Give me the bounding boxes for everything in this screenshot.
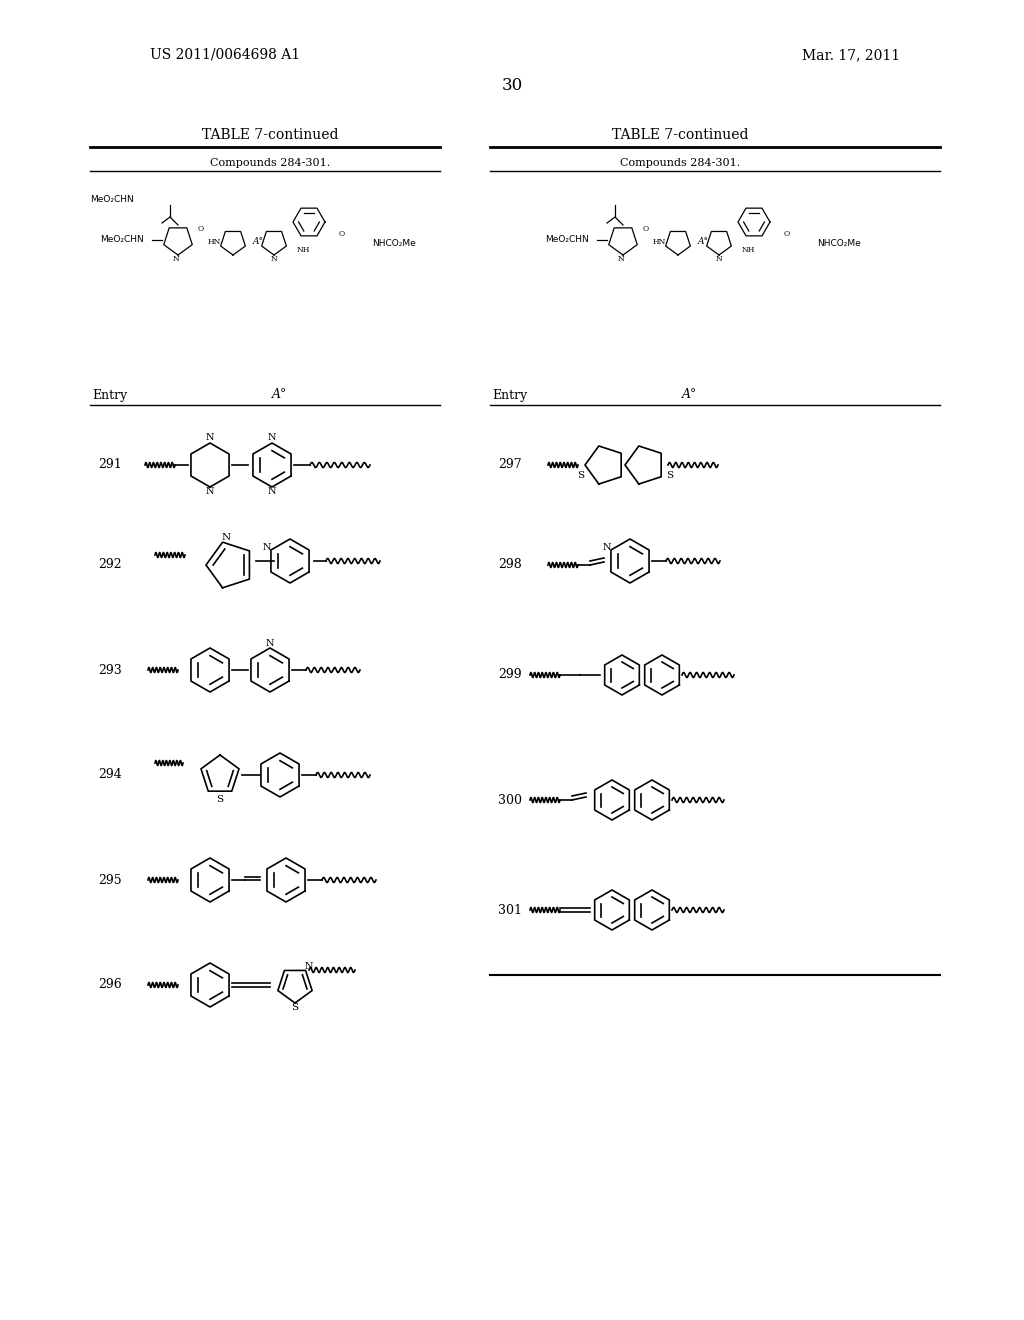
Text: Compounds 284-301.: Compounds 284-301. <box>210 158 330 168</box>
Text: 295: 295 <box>98 874 122 887</box>
Text: Entry: Entry <box>493 388 527 401</box>
Text: 293: 293 <box>98 664 122 676</box>
Text: N: N <box>206 487 214 496</box>
Text: N: N <box>270 255 278 263</box>
Text: N: N <box>221 532 230 541</box>
Text: S: S <box>578 470 585 479</box>
Text: S: S <box>216 796 223 804</box>
Text: N: N <box>267 487 276 496</box>
Text: MeO₂CHN: MeO₂CHN <box>545 235 589 244</box>
Text: N: N <box>716 255 722 263</box>
Text: N: N <box>617 255 625 263</box>
Text: TABLE 7-continued: TABLE 7-continued <box>202 128 338 143</box>
Text: 299: 299 <box>499 668 522 681</box>
Text: 291: 291 <box>98 458 122 471</box>
Text: N: N <box>173 255 179 263</box>
Text: Compounds 284-301.: Compounds 284-301. <box>620 158 740 168</box>
Text: US 2011/0064698 A1: US 2011/0064698 A1 <box>150 48 300 62</box>
Text: N: N <box>602 543 611 552</box>
Text: HN: HN <box>208 238 221 246</box>
Text: N: N <box>304 962 312 972</box>
Text: NH: NH <box>297 246 310 253</box>
Text: HN: HN <box>653 238 667 246</box>
Text: S: S <box>292 1003 299 1012</box>
Text: A°: A° <box>272 388 288 401</box>
Text: A°: A° <box>253 238 263 247</box>
Text: A°: A° <box>697 238 709 247</box>
Text: NHCO₂Me: NHCO₂Me <box>817 239 861 248</box>
Text: TABLE 7-continued: TABLE 7-continued <box>611 128 749 143</box>
Text: O: O <box>643 224 649 234</box>
Text: N: N <box>262 543 271 552</box>
Text: Entry: Entry <box>92 388 128 401</box>
Text: S: S <box>667 470 674 479</box>
Text: MeO₂CHN: MeO₂CHN <box>100 235 143 244</box>
Text: N: N <box>266 639 274 648</box>
Text: NHCO₂Me: NHCO₂Me <box>372 239 416 248</box>
Text: O: O <box>784 230 791 238</box>
Text: NH: NH <box>742 246 756 253</box>
Text: MeO₂CHN: MeO₂CHN <box>90 195 134 205</box>
Text: N: N <box>267 433 276 442</box>
Text: A°: A° <box>682 388 697 401</box>
Text: O: O <box>198 224 204 234</box>
Text: 292: 292 <box>98 558 122 572</box>
Text: 301: 301 <box>498 903 522 916</box>
Text: 297: 297 <box>499 458 522 471</box>
Text: 300: 300 <box>498 793 522 807</box>
Text: N: N <box>206 433 214 442</box>
Text: 298: 298 <box>498 558 522 572</box>
Text: 296: 296 <box>98 978 122 991</box>
Text: O: O <box>339 230 345 238</box>
Text: 294: 294 <box>98 768 122 781</box>
Text: 30: 30 <box>502 77 522 94</box>
Text: Mar. 17, 2011: Mar. 17, 2011 <box>802 48 900 62</box>
